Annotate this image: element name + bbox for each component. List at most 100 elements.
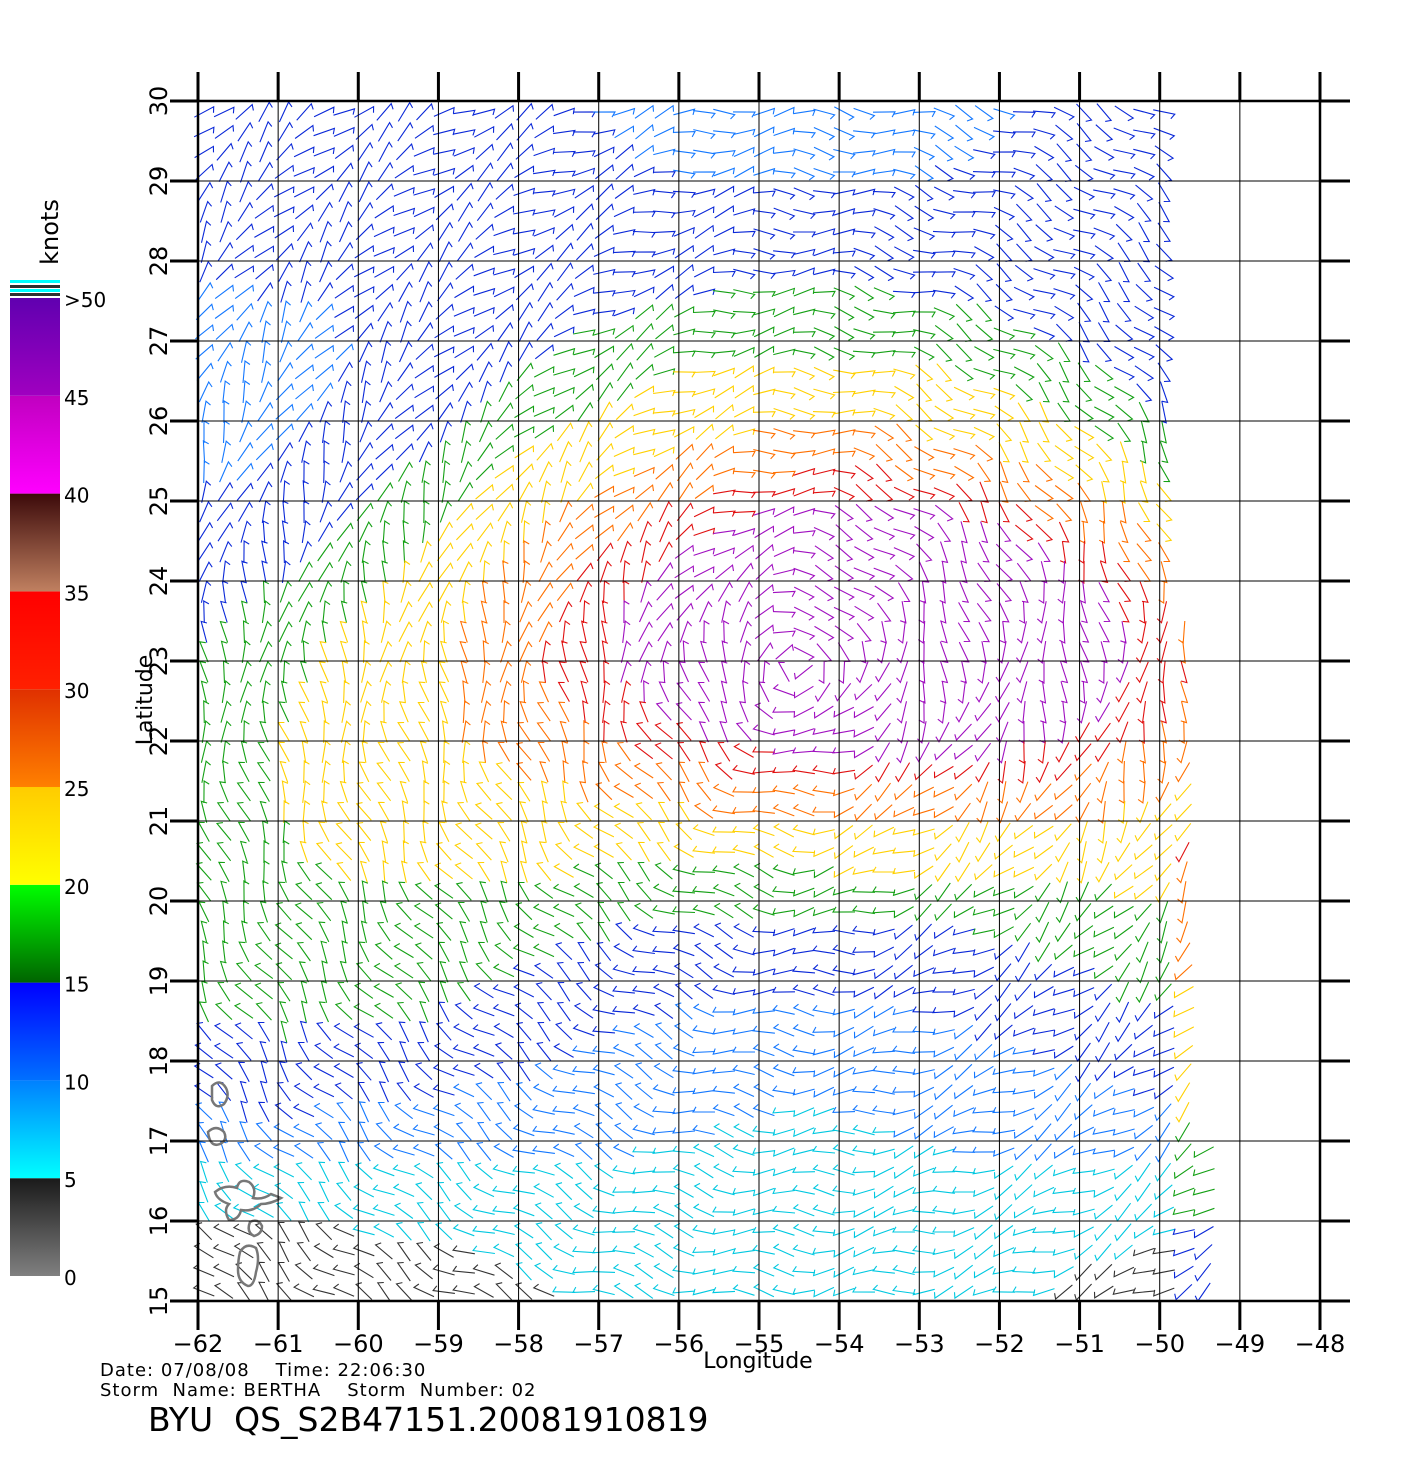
wind-barb (613, 486, 635, 498)
wind-barb (1174, 942, 1191, 963)
wind-barb (793, 646, 815, 661)
wind-barb (954, 883, 973, 901)
wind-barb (933, 448, 956, 460)
wind-barb (541, 640, 551, 663)
wind-barb (732, 764, 755, 775)
wind-barb (732, 1228, 755, 1236)
wind-barb (540, 820, 548, 843)
wind-barb (256, 1241, 272, 1262)
wind-barb (973, 389, 996, 400)
wind-barb (256, 422, 274, 441)
wind-barb (672, 131, 696, 138)
wind-barb (241, 560, 248, 583)
wind-barb (1014, 264, 1034, 282)
wind-barb (453, 326, 475, 337)
wind-barb (997, 522, 1012, 543)
wind-barb (555, 1022, 573, 1040)
wind-barb (257, 1021, 271, 1042)
wind-barb (318, 1001, 330, 1023)
wind-barb (474, 822, 493, 840)
wind-barb (462, 680, 469, 703)
wind-barb (195, 862, 212, 881)
wind-barb (222, 420, 230, 444)
wind-barb (793, 450, 816, 457)
wind-barb (432, 1084, 455, 1096)
wind-barb (1114, 1022, 1131, 1043)
wind-barb (257, 1261, 270, 1282)
wind-barb (933, 208, 956, 220)
wind-barb (475, 483, 494, 500)
wind-barb (919, 581, 927, 604)
wind-barb (513, 1102, 534, 1119)
wind-barb (1036, 363, 1052, 383)
wind-barb (353, 285, 375, 298)
wind-barb (433, 1123, 454, 1138)
wind-barb (295, 1162, 312, 1181)
wind-barb (379, 640, 393, 663)
wind-barb (953, 190, 976, 199)
wind-barb (693, 129, 716, 140)
wind-barb (672, 391, 696, 398)
wind-barb (712, 270, 736, 278)
wind-barb (813, 448, 836, 456)
wind-barb (257, 741, 271, 762)
wind-barb (992, 1106, 1016, 1114)
wind-barb (1058, 560, 1066, 584)
wind-barb (552, 1105, 575, 1114)
wind-barb (1093, 946, 1115, 958)
wind-barb (873, 567, 896, 581)
wind-barb (653, 126, 675, 138)
wind-barb (1056, 143, 1073, 162)
wind-barb (712, 1163, 735, 1178)
wind-barb (1092, 1128, 1115, 1135)
wind-barb (577, 941, 591, 962)
wind-barb (1052, 1167, 1075, 1177)
wind-barb (474, 802, 493, 820)
wind-barb (377, 1041, 391, 1062)
wind-barb (459, 460, 473, 483)
wind-barb (196, 362, 214, 381)
wind-barb (541, 500, 551, 523)
wind-barb (712, 1104, 735, 1117)
wind-barb (197, 521, 214, 542)
wind-barb (423, 800, 430, 824)
wind-barb (217, 521, 234, 542)
wind-barb (1174, 783, 1192, 802)
wind-barb (194, 105, 215, 118)
wind-barb (455, 363, 474, 381)
wind-barb (793, 664, 813, 680)
wind-barb (340, 560, 352, 583)
wind-barb (296, 102, 314, 121)
wind-barb (553, 129, 576, 137)
wind-barb (433, 148, 456, 156)
wind-barb (772, 947, 795, 957)
wind-barb (382, 520, 391, 544)
wind-barb (336, 801, 351, 822)
wind-barb (933, 1046, 955, 1058)
wind-barb (261, 360, 272, 383)
wind-barb (674, 982, 693, 1000)
wind-barb (334, 284, 355, 299)
wind-barb (258, 480, 273, 503)
wind-barb (1175, 1101, 1190, 1123)
wind-barb (1093, 168, 1116, 180)
wind-barb (976, 602, 992, 623)
wind-barb (912, 111, 936, 118)
wind-barb (459, 620, 468, 643)
wind-barb (753, 167, 776, 176)
wind-barb (492, 984, 515, 997)
wind-barb (712, 510, 736, 517)
wind-barb (792, 1166, 816, 1173)
wind-barb (593, 246, 615, 258)
wind-barb (456, 242, 474, 262)
wind-barb (513, 247, 536, 256)
wind-barb (714, 445, 735, 459)
wind-barb (200, 580, 212, 603)
wind-barb (400, 480, 412, 503)
colorbar-band (10, 1178, 60, 1276)
wind-barb (1114, 206, 1135, 221)
wind-barb (676, 502, 694, 522)
wind-barb (1038, 421, 1050, 443)
wind-barb (954, 145, 975, 162)
wind-barb (1173, 1044, 1194, 1060)
